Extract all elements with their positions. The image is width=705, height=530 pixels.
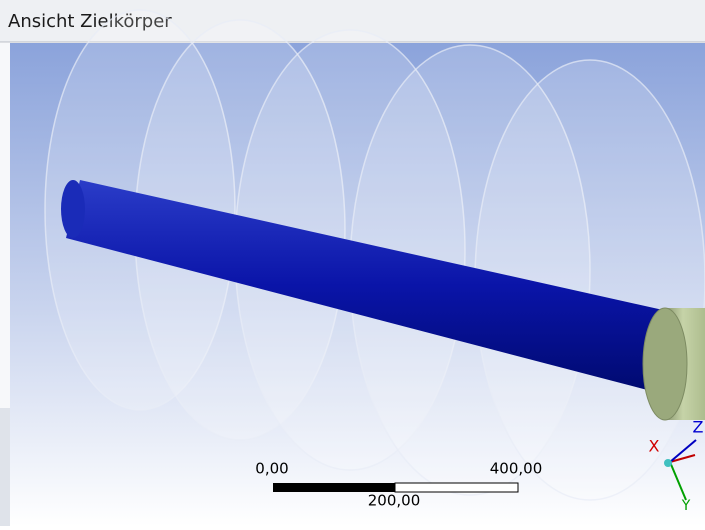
- side-panel-upper: [0, 43, 10, 408]
- rod: [66, 180, 672, 392]
- triad-origin: [664, 459, 672, 467]
- scale-label: 400,00: [490, 460, 543, 478]
- rod-end: [61, 180, 85, 238]
- axis-label-y: Y: [681, 498, 691, 514]
- scale-label: 0,00: [255, 460, 288, 478]
- scale-bar-black: [273, 483, 395, 492]
- window-title: Ansicht Zielkörper: [8, 11, 172, 32]
- title-bar: [0, 0, 705, 42]
- scale-bar-white: [394, 482, 519, 493]
- axis-x: [669, 454, 696, 463]
- axis-triad: X Z Y: [649, 418, 704, 515]
- scale-label: 200,00: [368, 492, 421, 510]
- axis-label-x: X: [649, 437, 660, 456]
- axis-label-z: Z: [693, 418, 704, 437]
- axis-z: [669, 439, 697, 463]
- axis-y: [669, 461, 687, 501]
- cylinder-face: [642, 307, 688, 421]
